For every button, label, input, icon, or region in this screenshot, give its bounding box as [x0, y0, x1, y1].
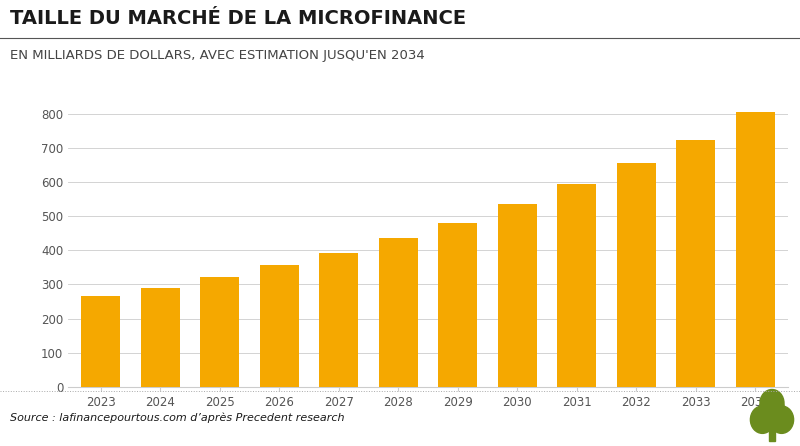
Bar	[617, 163, 656, 387]
Bar	[82, 297, 120, 387]
Bar	[736, 112, 774, 387]
Bar	[200, 277, 239, 387]
Ellipse shape	[770, 406, 794, 434]
Ellipse shape	[750, 406, 774, 434]
Bar	[498, 204, 537, 387]
Bar	[319, 253, 358, 387]
Ellipse shape	[760, 389, 784, 417]
Bar	[141, 288, 179, 387]
Text: Source : lafinancepourtous.com d’après Precedent research: Source : lafinancepourtous.com d’après P…	[10, 412, 345, 423]
Bar	[438, 223, 477, 387]
Text: TAILLE DU MARCHÉ DE LA MICROFINANCE: TAILLE DU MARCHÉ DE LA MICROFINANCE	[10, 9, 466, 29]
Ellipse shape	[759, 395, 785, 428]
Bar	[379, 239, 418, 387]
Bar	[677, 140, 715, 387]
Bar	[260, 265, 298, 387]
Text: EN MILLIARDS DE DOLLARS, AVEC ESTIMATION JUSQU'EN 2034: EN MILLIARDS DE DOLLARS, AVEC ESTIMATION…	[10, 49, 425, 62]
Bar	[769, 429, 775, 441]
Bar	[558, 184, 596, 387]
